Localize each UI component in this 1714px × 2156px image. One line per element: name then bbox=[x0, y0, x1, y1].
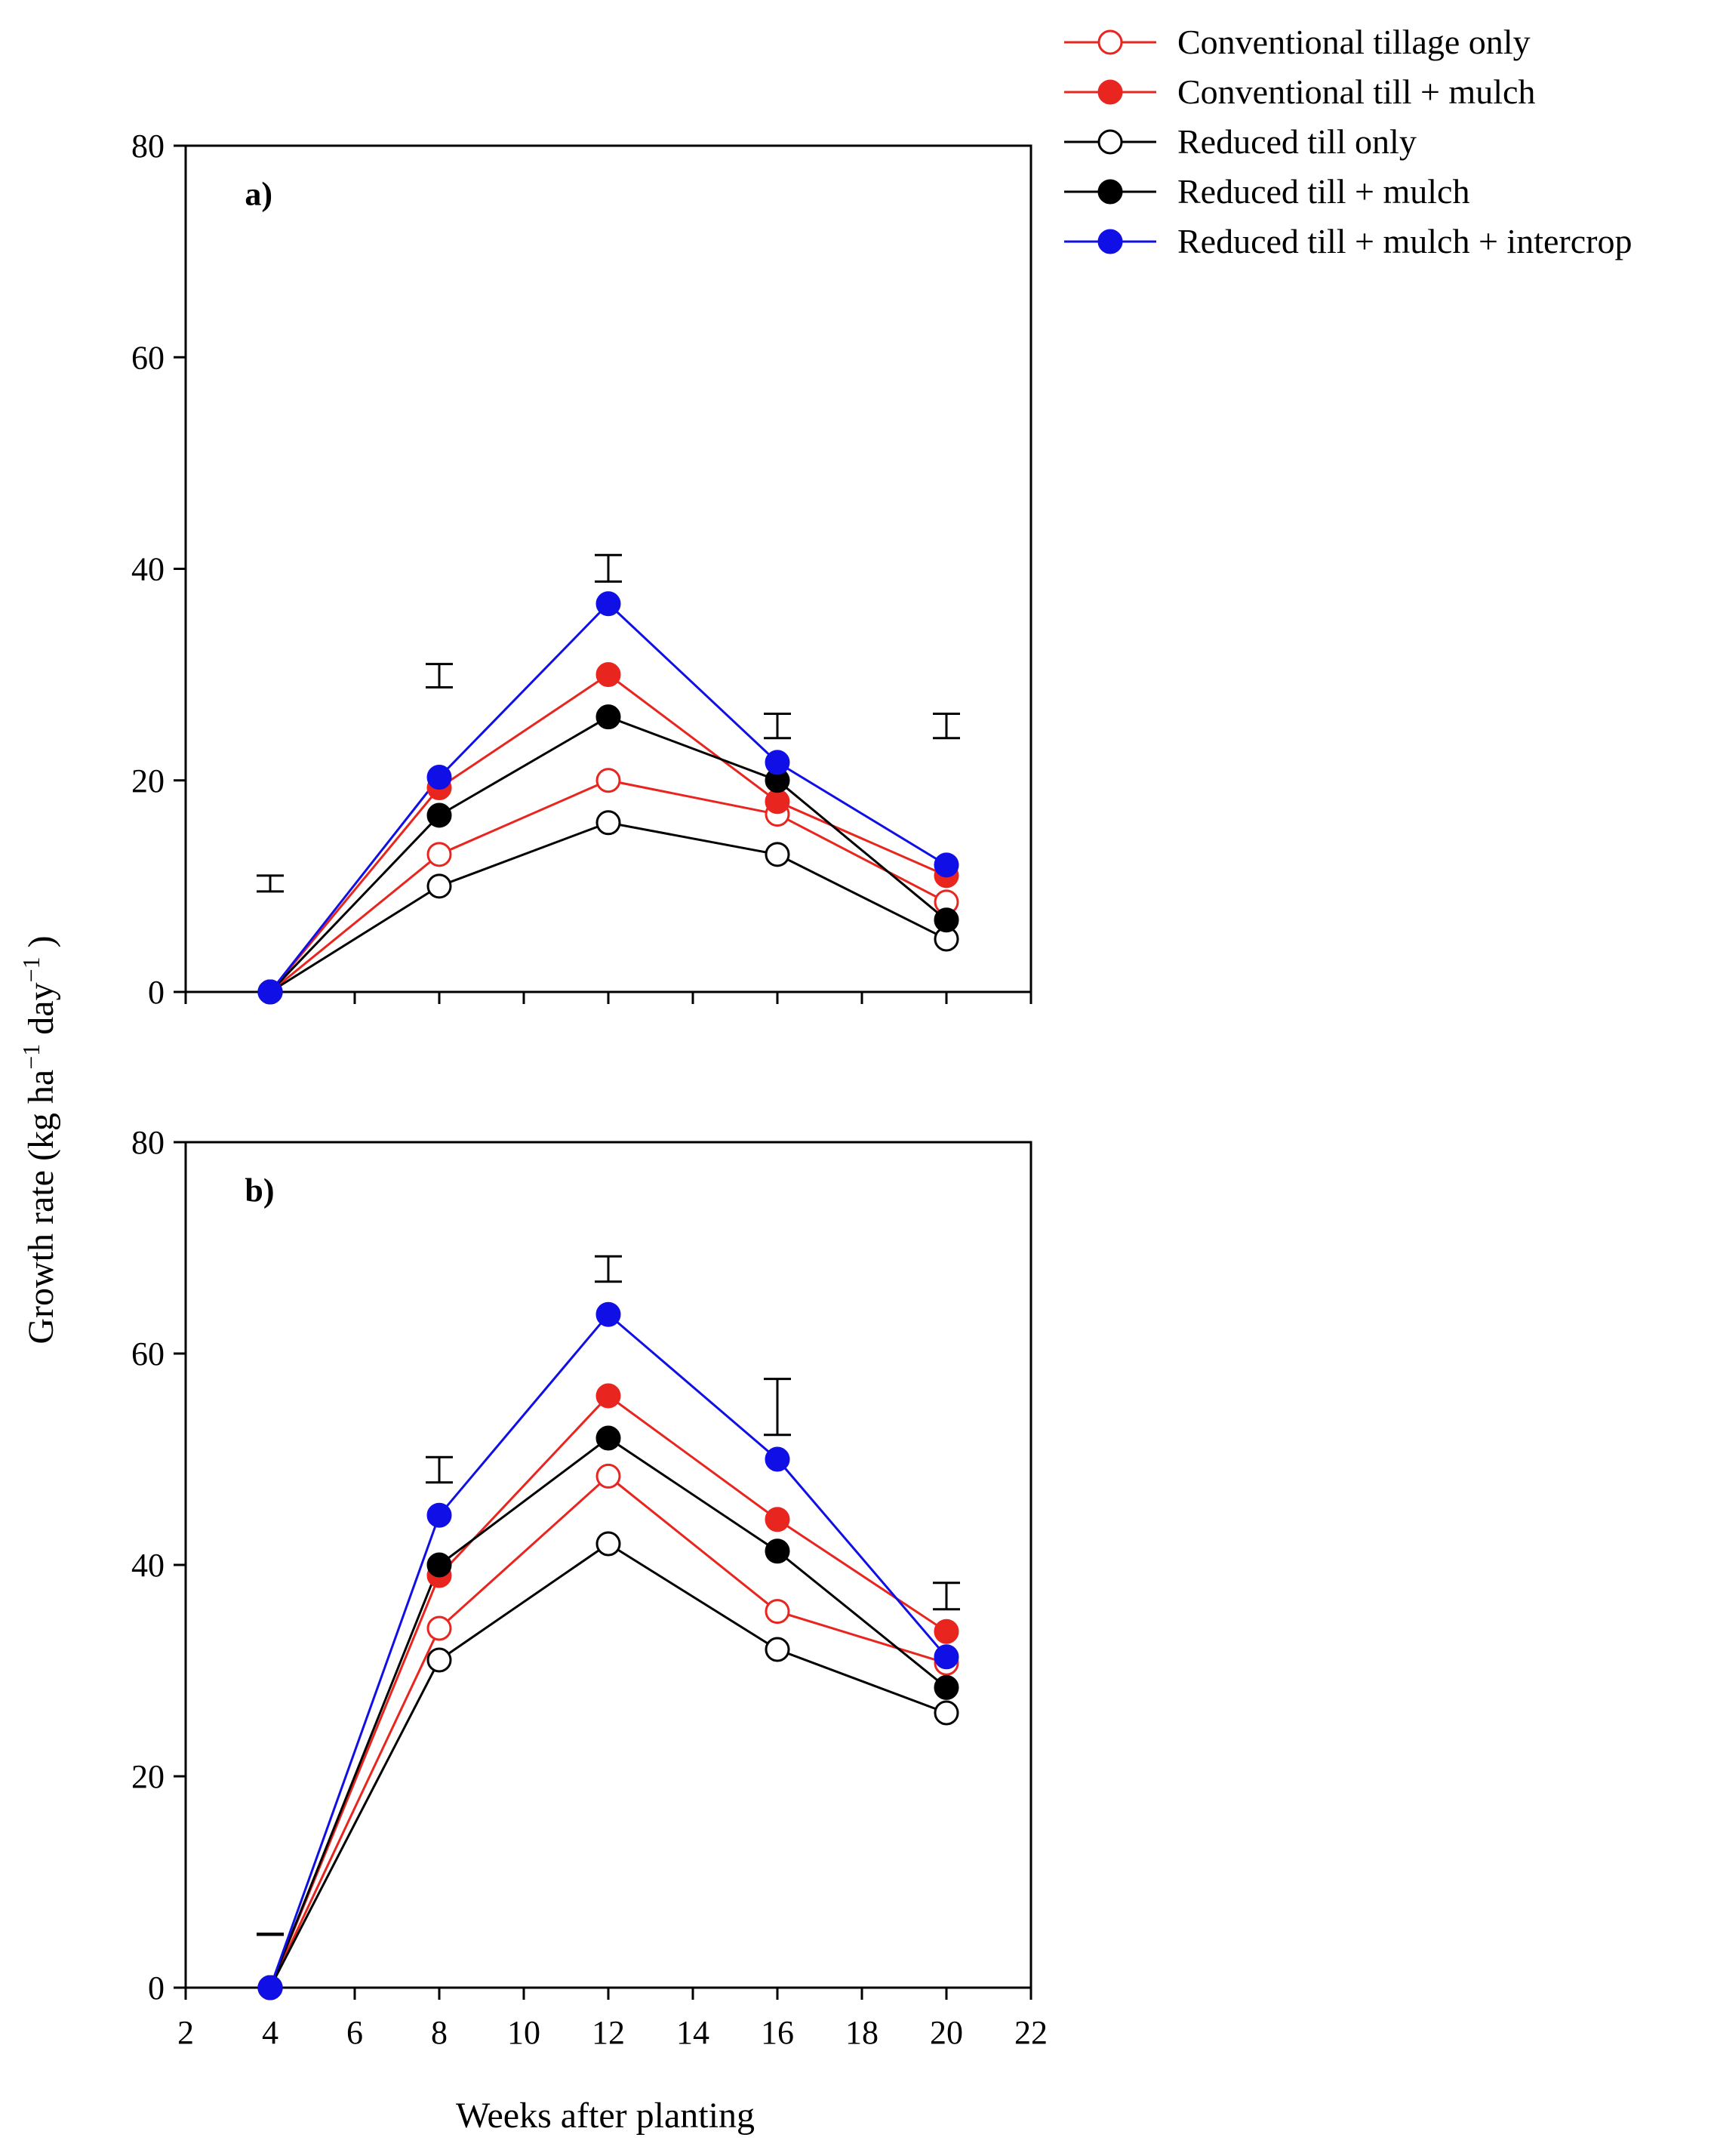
data-point-reduced-till-mulch-intercrop bbox=[257, 979, 283, 1005]
y-axis-title-superscript: −1 bbox=[17, 1044, 45, 1070]
y-tick-label: 60 bbox=[131, 339, 165, 376]
x-tick-label: 20 bbox=[930, 2014, 963, 2051]
data-point-reduced-till-mulch bbox=[934, 907, 959, 933]
data-point-reduced-till-mulch-intercrop bbox=[595, 591, 621, 617]
data-point-reduced-till-only bbox=[426, 1647, 452, 1673]
y-axis-title: Growth rate (kg ha−1 day−1 ) bbox=[17, 935, 61, 1344]
data-point-reduced-till-mulch-intercrop bbox=[426, 1502, 452, 1528]
x-axis-title: Weeks after planting bbox=[456, 2096, 755, 2136]
y-tick-label: 40 bbox=[131, 1547, 165, 1584]
x-tick-label: 14 bbox=[676, 2014, 709, 2051]
data-point-reduced-till-mulch-intercrop bbox=[426, 765, 452, 790]
data-point-reduced-till-mulch-intercrop bbox=[765, 750, 790, 775]
y-tick-label: 20 bbox=[131, 1758, 165, 1795]
series-line-reduced-till-mulch-intercrop bbox=[269, 602, 947, 993]
data-point-reduced-till-only bbox=[765, 1637, 790, 1662]
x-tick-label: 10 bbox=[507, 2014, 540, 2051]
data-point-conventional-tillage-only bbox=[595, 768, 621, 793]
series-line-reduced-till-mulch-intercrop bbox=[269, 1313, 948, 1988]
data-point-reduced-till-only bbox=[595, 810, 621, 836]
series-line-reduced-till-mulch bbox=[269, 1437, 947, 1988]
x-tick-label: 4 bbox=[262, 2014, 278, 2051]
y-axis-title-part: day bbox=[21, 982, 61, 1043]
y-tick-label: 0 bbox=[148, 974, 165, 1011]
legend-label-reduced-till-only: Reduced till only bbox=[1177, 122, 1417, 161]
panel-label: b) bbox=[245, 1172, 274, 1209]
y-axis-title-part: Growth rate (kg ha bbox=[21, 1070, 61, 1344]
y-tick-label: 40 bbox=[131, 551, 165, 588]
data-point-conventional-till-mulch bbox=[765, 1507, 790, 1532]
data-point-reduced-till-only bbox=[595, 1531, 621, 1557]
x-tick-label: 2 bbox=[177, 2014, 194, 2051]
data-point-reduced-till-mulch bbox=[426, 802, 452, 828]
y-tick-label: 0 bbox=[148, 1970, 165, 2007]
data-point-conventional-tillage-only bbox=[426, 1615, 452, 1641]
data-point-conventional-till-mulch bbox=[934, 1619, 959, 1644]
data-point-conventional-till-mulch bbox=[595, 1383, 621, 1409]
legend-marker-reduced-till-only bbox=[1097, 129, 1123, 155]
data-point-reduced-till-only bbox=[426, 873, 452, 899]
legend-label-conventional-till-mulch: Conventional till + mulch bbox=[1177, 72, 1535, 111]
data-point-reduced-till-mulch-intercrop bbox=[257, 1975, 283, 2000]
panel-b: 0 20 40 60 80 2 4 6 8 10 12 14 16 18 20 22 b) bbox=[131, 1124, 1048, 2051]
x-tick-label: 12 bbox=[592, 2014, 625, 2051]
x-tick-label: 6 bbox=[346, 2014, 363, 2051]
data-point-reduced-till-mulch bbox=[426, 1552, 452, 1578]
y-axis-title-superscript: −1 bbox=[17, 956, 45, 982]
panel-a: 0 20 40 60 80 a) bbox=[131, 128, 1032, 1011]
data-point-conventional-tillage-only bbox=[765, 1599, 790, 1625]
data-point-reduced-till-mulch-intercrop bbox=[934, 1644, 959, 1670]
data-point-conventional-till-mulch bbox=[765, 789, 790, 815]
data-point-reduced-till-only bbox=[934, 1700, 959, 1726]
data-point-reduced-till-mulch bbox=[934, 1674, 959, 1700]
data-point-conventional-tillage-only bbox=[426, 842, 452, 867]
data-point-reduced-till-mulch bbox=[765, 1538, 790, 1564]
y-tick-label: 20 bbox=[131, 762, 165, 799]
x-tick-label: 18 bbox=[845, 2014, 879, 2051]
x-tick-label: 16 bbox=[761, 2014, 794, 2051]
legend-label-reduced-till-mulch-intercrop: Reduced till + mulch + intercrop bbox=[1177, 222, 1632, 260]
legend-marker-reduced-till-mulch-intercrop bbox=[1097, 229, 1123, 254]
y-tick-label: 80 bbox=[131, 1124, 165, 1161]
legend-marker-reduced-till-mulch bbox=[1097, 179, 1123, 205]
legend-marker-conventional-till-mulch bbox=[1097, 79, 1123, 105]
y-axis-title-part: ) bbox=[21, 935, 61, 956]
data-point-reduced-till-only bbox=[765, 842, 790, 867]
data-point-reduced-till-mulch-intercrop bbox=[595, 1301, 621, 1327]
legend-label-conventional-tillage-only: Conventional tillage only bbox=[1177, 23, 1531, 61]
series-line-reduced-till-only bbox=[269, 1542, 947, 1988]
data-point-reduced-till-mulch-intercrop bbox=[934, 852, 959, 878]
legend-marker-conventional-tillage-only bbox=[1097, 29, 1123, 55]
series-line-reduced-till-mulch bbox=[269, 716, 947, 993]
x-tick-label: 22 bbox=[1014, 2014, 1048, 2051]
y-tick-label: 80 bbox=[131, 128, 165, 165]
x-tick-label: 8 bbox=[431, 2014, 448, 2051]
data-point-conventional-till-mulch bbox=[595, 662, 621, 688]
y-tick-label: 60 bbox=[131, 1335, 165, 1372]
data-point-reduced-till-mulch-intercrop bbox=[765, 1446, 790, 1472]
legend: Conventional tillage only Conventional ti… bbox=[1064, 23, 1632, 260]
panel-label: a) bbox=[245, 175, 272, 212]
data-point-reduced-till-mulch bbox=[595, 1425, 621, 1451]
legend-label-reduced-till-mulch: Reduced till + mulch bbox=[1177, 172, 1469, 211]
data-point-conventional-tillage-only bbox=[595, 1463, 621, 1489]
data-point-reduced-till-mulch bbox=[595, 704, 621, 730]
